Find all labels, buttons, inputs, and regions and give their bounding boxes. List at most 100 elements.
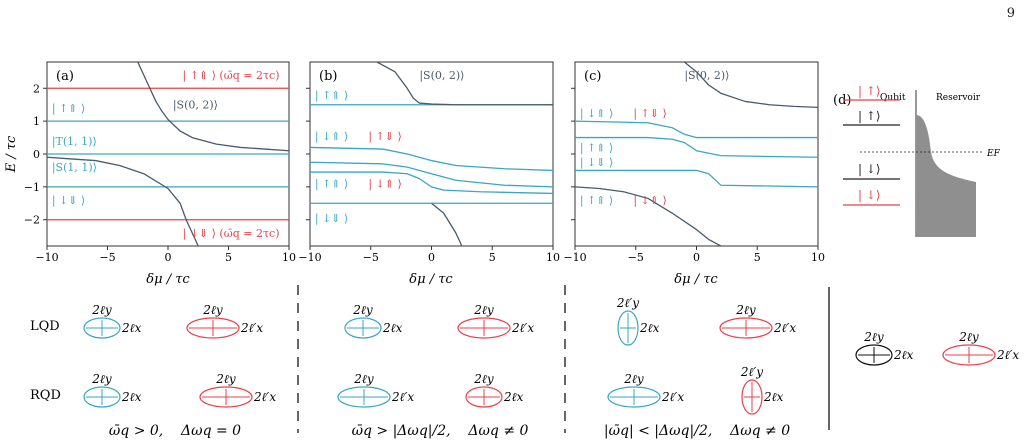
x-axis-label-c: δμ / τc: [674, 272, 718, 287]
chart-3: −10 −5 0 5 10|S(0, 2)⟩| ↓⇑ ⟩ | ↑⇓ ⟩| ↑⇑ ⟩| ↓⇓…: [563, 62, 825, 264]
dot-size-label: 2ℓx: [382, 321, 403, 335]
dot-size-label: 2ℓx: [121, 321, 142, 335]
x-tick-label: 10: [546, 251, 560, 264]
dot-ellipse: 2ℓy 2ℓ′x: [199, 372, 276, 408]
x-tick-label: −10: [298, 251, 321, 264]
y-tick-label: 0: [33, 148, 40, 161]
dot-ellipse: 2ℓy 2ℓ′x: [457, 303, 534, 339]
dot-size-label: 2ℓ′x: [391, 390, 414, 404]
state-label: | ↑⇓ ⟩: [368, 130, 401, 144]
series-line-2: [575, 120, 818, 139]
level-down-black-label: | ↓⟩: [858, 162, 881, 176]
y-tick-label: 1: [33, 115, 40, 128]
dot-ellipse: 2ℓy 2ℓx: [465, 372, 524, 408]
caption-1: ω̄q > 0, Δωq = 0: [109, 423, 241, 439]
series-line-5: [575, 186, 722, 246]
state-label: |S(0, 2)⟩: [173, 99, 218, 113]
dot-size-label: 2ℓy: [353, 372, 374, 386]
dot-size-label: 2ℓy: [215, 372, 236, 386]
x-tick-label: 10: [282, 251, 296, 264]
y-tick-label: −1: [24, 181, 40, 194]
series-line-1: [683, 62, 818, 108]
state-label: | ↓⇑ ⟩: [633, 194, 666, 208]
dot-size-label: 2ℓx: [503, 390, 524, 404]
state-label: | ↓⇓ ⟩ (ω̄q = 2τc): [183, 227, 280, 241]
state-label: | ↓⇓ ⟩: [580, 156, 613, 170]
state-label: |S(0, 2)⟩: [684, 69, 729, 83]
series-line-7: [47, 156, 199, 246]
dot-size-label: 2ℓ′x: [253, 390, 276, 404]
state-label: |S(1, 1)⟩: [52, 161, 97, 175]
state-label: | ↓⇑ ⟩: [580, 107, 613, 121]
series-line-6: [137, 62, 289, 152]
dot-ellipse: 2ℓy 2ℓ′x: [942, 330, 1019, 366]
x-axis-label-b: δμ / τc: [409, 272, 453, 287]
series-group: [47, 62, 289, 246]
x-tick-label: 5: [225, 251, 232, 264]
state-label: | ↓⇑ ⟩: [368, 178, 401, 192]
reservoir-fill: [916, 115, 976, 237]
panel-d-label: (d): [833, 93, 851, 108]
state-label: | ↑⇑ ⟩: [315, 178, 348, 192]
panel-b-label: (b): [319, 69, 337, 84]
dot-size-label: 2ℓ′y: [740, 365, 763, 379]
x-tick-label: −5: [99, 251, 115, 264]
state-label: | ↑⇑ ⟩: [315, 89, 348, 103]
dot-size-label: 2ℓx: [639, 321, 660, 335]
dot-size-label: 2ℓy: [91, 303, 112, 317]
state-label: | ↓⇓ ⟩: [52, 194, 85, 208]
x-axis-label-a: δμ / τc: [146, 272, 190, 287]
caption-2: ω̄q > |Δωq|/2, Δωq ≠ 0: [352, 423, 529, 439]
page-number: 9: [1006, 6, 1015, 21]
series-line-3: [575, 136, 818, 158]
dot-size-label: 2ℓx: [121, 390, 142, 404]
dot-size-label: 2ℓ′x: [511, 321, 534, 335]
x-tick-label: 0: [428, 251, 435, 264]
x-tick-label: −5: [628, 251, 644, 264]
series-line-4: [575, 169, 818, 188]
dot-size-label: 2ℓ′x: [996, 348, 1019, 362]
dot-size-label: 2ℓy: [202, 303, 223, 317]
dot-size-label: 2ℓx: [893, 348, 914, 362]
state-label: | ↓⇑ ⟩: [315, 130, 348, 144]
dot-size-label: 2ℓ′x: [661, 390, 684, 404]
state-label: | ↑⇑ ⟩: [52, 102, 85, 116]
state-label: | ↑⇑ ⟩: [580, 141, 613, 155]
dot-ellipse: 2ℓy 2ℓ′x: [719, 303, 796, 339]
x-tick-label: 0: [165, 251, 172, 264]
dot-ellipse: 2ℓy 2ℓx: [344, 303, 403, 339]
x-tick-label: −5: [363, 251, 379, 264]
dot-size-label: 2ℓx: [763, 390, 784, 404]
series-line-3: [310, 161, 553, 188]
y-axis-label: E / τc: [4, 135, 19, 173]
state-label: | ↑⇓ ⟩: [633, 107, 666, 121]
x-tick-label: −10: [563, 251, 586, 264]
state-label: |S(0, 2)⟩: [419, 69, 464, 83]
dot-ellipse: 2ℓy 2ℓ′x: [607, 372, 684, 408]
x-tick-label: 0: [693, 251, 700, 264]
panel-c-label: (c): [584, 69, 601, 84]
state-label: |T(1, 1)⟩: [52, 135, 97, 149]
caption-3: |ω̄q| < |Δωq|/2, Δωq ≠ 0: [604, 423, 790, 439]
series-line-6: [310, 171, 553, 195]
state-label: | ↑⇑ ⟩ (ω̄q = 2τc): [183, 69, 280, 83]
dot-ellipse: 2ℓy 2ℓx: [83, 372, 142, 408]
state-label: | ↓⇓ ⟩: [315, 212, 348, 226]
x-tick-label: 5: [489, 251, 496, 264]
row-label-rqd: RQD: [30, 388, 61, 403]
series-line-2: [310, 146, 553, 172]
y-tick-label: 2: [33, 82, 40, 95]
panel-d: (d) Qubit Reservoir EF | ↑⟩ | ↑⟩ | ↓⟩ | …: [833, 84, 1001, 237]
state-label: | ↑⇑ ⟩: [580, 194, 613, 208]
dot-size-label: 2ℓ′x: [240, 321, 263, 335]
dot-size-label: 2ℓy: [473, 372, 494, 386]
dot-ellipse: 2ℓy 2ℓ′x: [337, 372, 414, 408]
reservoir-label: Reservoir: [936, 93, 981, 103]
dot-size-label: 2ℓ′x: [773, 321, 796, 335]
panel-a-label: (a): [56, 69, 74, 84]
